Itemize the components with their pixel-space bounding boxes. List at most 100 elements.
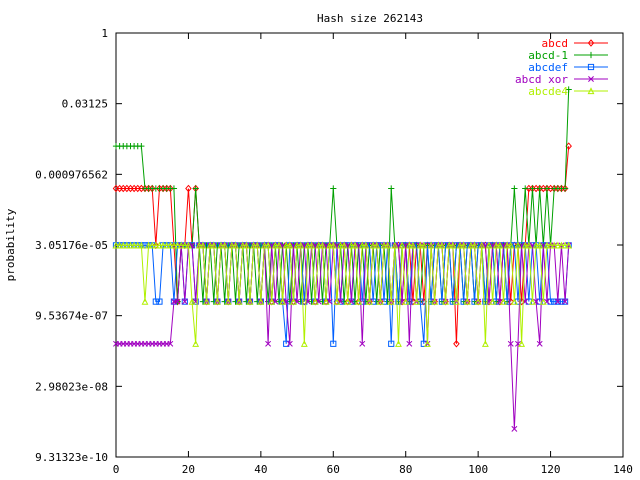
- y-tick-label: 1: [101, 27, 108, 40]
- data-point: [511, 185, 518, 192]
- data-point: [224, 297, 232, 305]
- data-point: [453, 340, 460, 348]
- data-point: [283, 340, 290, 347]
- data-point: [561, 185, 569, 192]
- data-point: [246, 297, 254, 305]
- data-point: [286, 241, 294, 249]
- data-point: [134, 241, 142, 249]
- data-point: [543, 241, 551, 249]
- data-point: [536, 185, 543, 192]
- data-point: [185, 184, 192, 193]
- data-point: [119, 241, 127, 249]
- data-point: [355, 297, 363, 305]
- data-point: [297, 241, 305, 249]
- x-tick-label: 80: [399, 463, 412, 476]
- data-point: [242, 241, 250, 249]
- x-tick-label: 140: [613, 463, 633, 476]
- chart-title: Hash size 262143: [317, 12, 423, 25]
- data-point: [434, 241, 442, 249]
- data-point: [257, 297, 265, 305]
- data-point: [388, 340, 395, 347]
- data-point: [406, 340, 413, 347]
- data-point: [293, 241, 301, 249]
- data-point: [369, 241, 377, 249]
- data-point: [529, 185, 536, 192]
- data-point: [539, 297, 547, 305]
- data-point: [112, 241, 120, 249]
- data-point: [271, 241, 279, 249]
- data-point: [174, 298, 181, 305]
- data-point: [217, 241, 225, 249]
- data-point: [282, 241, 290, 249]
- data-point: [496, 241, 504, 249]
- data-point: [550, 241, 558, 249]
- data-point: [166, 241, 174, 249]
- data-point: [387, 297, 395, 305]
- data-point: [148, 241, 156, 249]
- data-point: [152, 298, 159, 305]
- data-point: [525, 241, 533, 249]
- data-point: [405, 241, 413, 249]
- data-point: [449, 241, 457, 249]
- data-point: [351, 241, 359, 249]
- data-point: [362, 241, 370, 249]
- data-point: [192, 185, 199, 192]
- data-point: [311, 297, 319, 305]
- data-point: [253, 241, 261, 249]
- data-point: [427, 241, 435, 249]
- data-point: [554, 298, 561, 305]
- data-point: [442, 297, 449, 305]
- legend-marker: [587, 51, 595, 59]
- data-point: [301, 298, 308, 305]
- data-point: [239, 241, 247, 249]
- x-tick-label: 40: [254, 463, 267, 476]
- data-point: [192, 340, 200, 347]
- axis-ticks: 0 20 40 60 80 100 120 140 1 0.03125 0.000976562 3.0…: [35, 27, 633, 476]
- series-abcde4: [112, 241, 573, 347]
- data-point: [268, 297, 276, 305]
- data-point: [460, 241, 468, 249]
- data-point: [329, 241, 337, 249]
- y-tick-label: 2.98023e-08: [35, 380, 108, 393]
- data-point: [330, 185, 337, 192]
- data-point: [174, 241, 181, 249]
- data-point: [203, 297, 210, 305]
- y-tick-label: 0.000976562: [35, 168, 108, 181]
- data-point: [558, 241, 565, 249]
- data-point: [181, 298, 188, 305]
- legend-label: abcd: [542, 37, 569, 50]
- data-point: [562, 298, 569, 305]
- data-point: [547, 241, 554, 249]
- data-point: [507, 241, 515, 249]
- data-point: [380, 241, 388, 249]
- data-point: [420, 241, 428, 249]
- y-tick-label: 0.03125: [62, 98, 108, 111]
- x-tick-label: 20: [182, 463, 195, 476]
- data-point: [551, 298, 558, 305]
- data-point: [145, 241, 153, 249]
- data-point: [322, 297, 330, 305]
- data-point: [373, 241, 381, 249]
- data-point: [413, 297, 420, 305]
- data-point: [116, 241, 124, 249]
- data-point: [250, 241, 258, 249]
- data-point: [261, 241, 268, 249]
- data-point: [156, 298, 163, 305]
- data-point: [330, 340, 337, 347]
- data-point: [485, 241, 493, 249]
- data-point: [137, 241, 145, 249]
- data-point: [279, 297, 286, 305]
- data-point: [474, 297, 482, 305]
- data-point: [471, 241, 478, 249]
- data-point: [522, 185, 529, 192]
- data-point: [141, 297, 149, 305]
- data-point: [467, 241, 475, 249]
- data-point: [319, 241, 326, 249]
- legend-label: abcde4: [528, 85, 568, 98]
- data-point: [206, 241, 214, 249]
- data-point: [181, 241, 189, 249]
- data-point: [123, 241, 131, 249]
